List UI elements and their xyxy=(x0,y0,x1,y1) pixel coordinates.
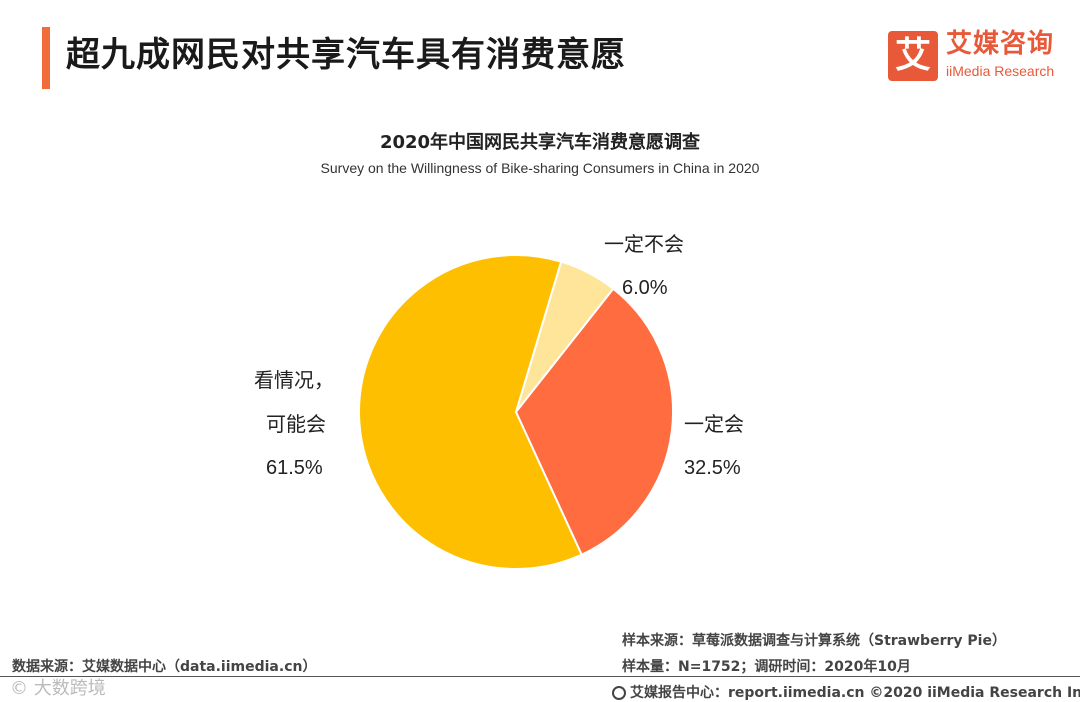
watermark: © 大数跨境 xyxy=(10,678,106,699)
logo-mark-icon: 艾 xyxy=(888,31,938,81)
pie-slice-maybe xyxy=(358,254,583,570)
slice-label-definitely-yes: 一定会 xyxy=(684,412,744,436)
slice-label-definitely-not: 一定不会 xyxy=(604,232,684,256)
page-title: 超九成网民对共享汽车具有消费意愿 xyxy=(66,35,626,75)
sample-size: 样本量：N=1752；调研时间：2020年10月 xyxy=(622,659,911,675)
sample-source: 样本来源：草莓派数据调查与计算系统（Strawberry Pie） xyxy=(622,633,1006,649)
pie-slice-definitely-yes xyxy=(514,287,674,556)
slice-label-maybe-line1: 看情况， xyxy=(254,368,334,392)
report-center: 艾媒报告中心：report.iimedia.cn ©2020 iiMedia R… xyxy=(612,682,1080,702)
slice-value-definitely-not: 6.0% xyxy=(622,277,668,299)
chart-subtitle: Survey on the Willingness of Bike-sharin… xyxy=(320,160,760,176)
iimedia-logo: 艾 艾媒咨询 iiMedia Research xyxy=(888,28,1068,84)
title-accent-bar xyxy=(42,27,50,89)
data-source: 数据来源：艾媒数据中心（data.iimedia.cn） xyxy=(12,659,317,675)
logo-name-cn: 艾媒咨询 xyxy=(946,29,1055,59)
logo-name-en: iiMedia Research xyxy=(946,63,1055,79)
footer-divider xyxy=(0,676,1080,677)
report-center-text: 艾媒报告中心：report.iimedia.cn ©2020 iiMedia R… xyxy=(630,685,1080,701)
slice-value-maybe: 61.5% xyxy=(266,457,323,479)
globe-icon xyxy=(612,686,626,700)
slice-value-definitely-yes: 32.5% xyxy=(684,457,741,479)
chart-title: 2020年中国网民共享汽车消费意愿调查 xyxy=(379,132,701,153)
slice-label-maybe-line2: 可能会 xyxy=(266,412,326,436)
